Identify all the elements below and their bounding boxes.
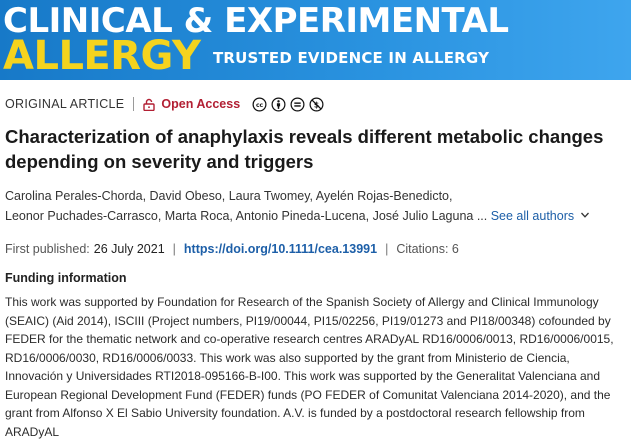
journal-title-line1: CLINICAL & EXPERIMENTAL <box>3 1 509 41</box>
license-icons[interactable]: cc $ <box>252 97 324 112</box>
see-all-authors-label: See all authors <box>490 209 575 223</box>
article-type-label: ORIGINAL ARTICLE <box>5 97 125 111</box>
citations-count[interactable]: Citations: 6 <box>396 242 459 256</box>
cc-icon: cc <box>252 97 267 111</box>
chevron-down-icon <box>581 212 590 218</box>
doi-link[interactable]: https://doi.org/10.1111/cea.13991 <box>183 242 378 256</box>
journal-tagline: TRUSTED EVIDENCE IN ALLERGY <box>212 49 490 67</box>
authors-line-1[interactable]: Carolina Perales-Chorda, David Obeso, La… <box>5 189 453 203</box>
authors-line-2[interactable]: Leonor Puchades-Carrasco, Marta Roca, An… <box>5 209 491 223</box>
author-list: Carolina Perales-Chorda, David Obeso, La… <box>5 186 625 226</box>
open-access-label[interactable]: Open Access <box>161 97 241 111</box>
by-icon <box>271 97 286 111</box>
authors-line-2-group: Leonor Puchades-Carrasco, Marta Roca, An… <box>5 206 625 226</box>
svg-text:cc: cc <box>256 101 264 108</box>
article-title: Characterization of anaphylaxis reveals … <box>5 126 604 172</box>
see-all-authors-link[interactable]: See all authors <box>491 209 590 223</box>
journal-banner[interactable]: CLINICAL & EXPERIMENTAL ALLERGY TRUSTED … <box>0 0 631 80</box>
first-published-date: 26 July 2021 <box>93 242 165 256</box>
funding-heading: Funding information <box>5 271 127 285</box>
funding-text: This work was supported by Foundation fo… <box>5 295 614 439</box>
nc-icon: $ <box>309 97 324 111</box>
open-lock-icon <box>143 98 156 111</box>
info-separator: | <box>385 242 389 256</box>
journal-title-line2: ALLERGY <box>3 33 201 79</box>
info-separator: | <box>172 242 176 256</box>
journal-title-line2-group: ALLERGY TRUSTED EVIDENCE IN ALLERGY <box>3 35 489 80</box>
publication-info-row: First published: 26 July 2021 | https://… <box>5 240 459 258</box>
nd-icon <box>290 97 305 111</box>
article-meta-row: ORIGINAL ARTICLE Open Access cc $ <box>5 96 324 112</box>
first-published-label: First published: <box>5 242 90 256</box>
meta-divider <box>133 97 135 111</box>
